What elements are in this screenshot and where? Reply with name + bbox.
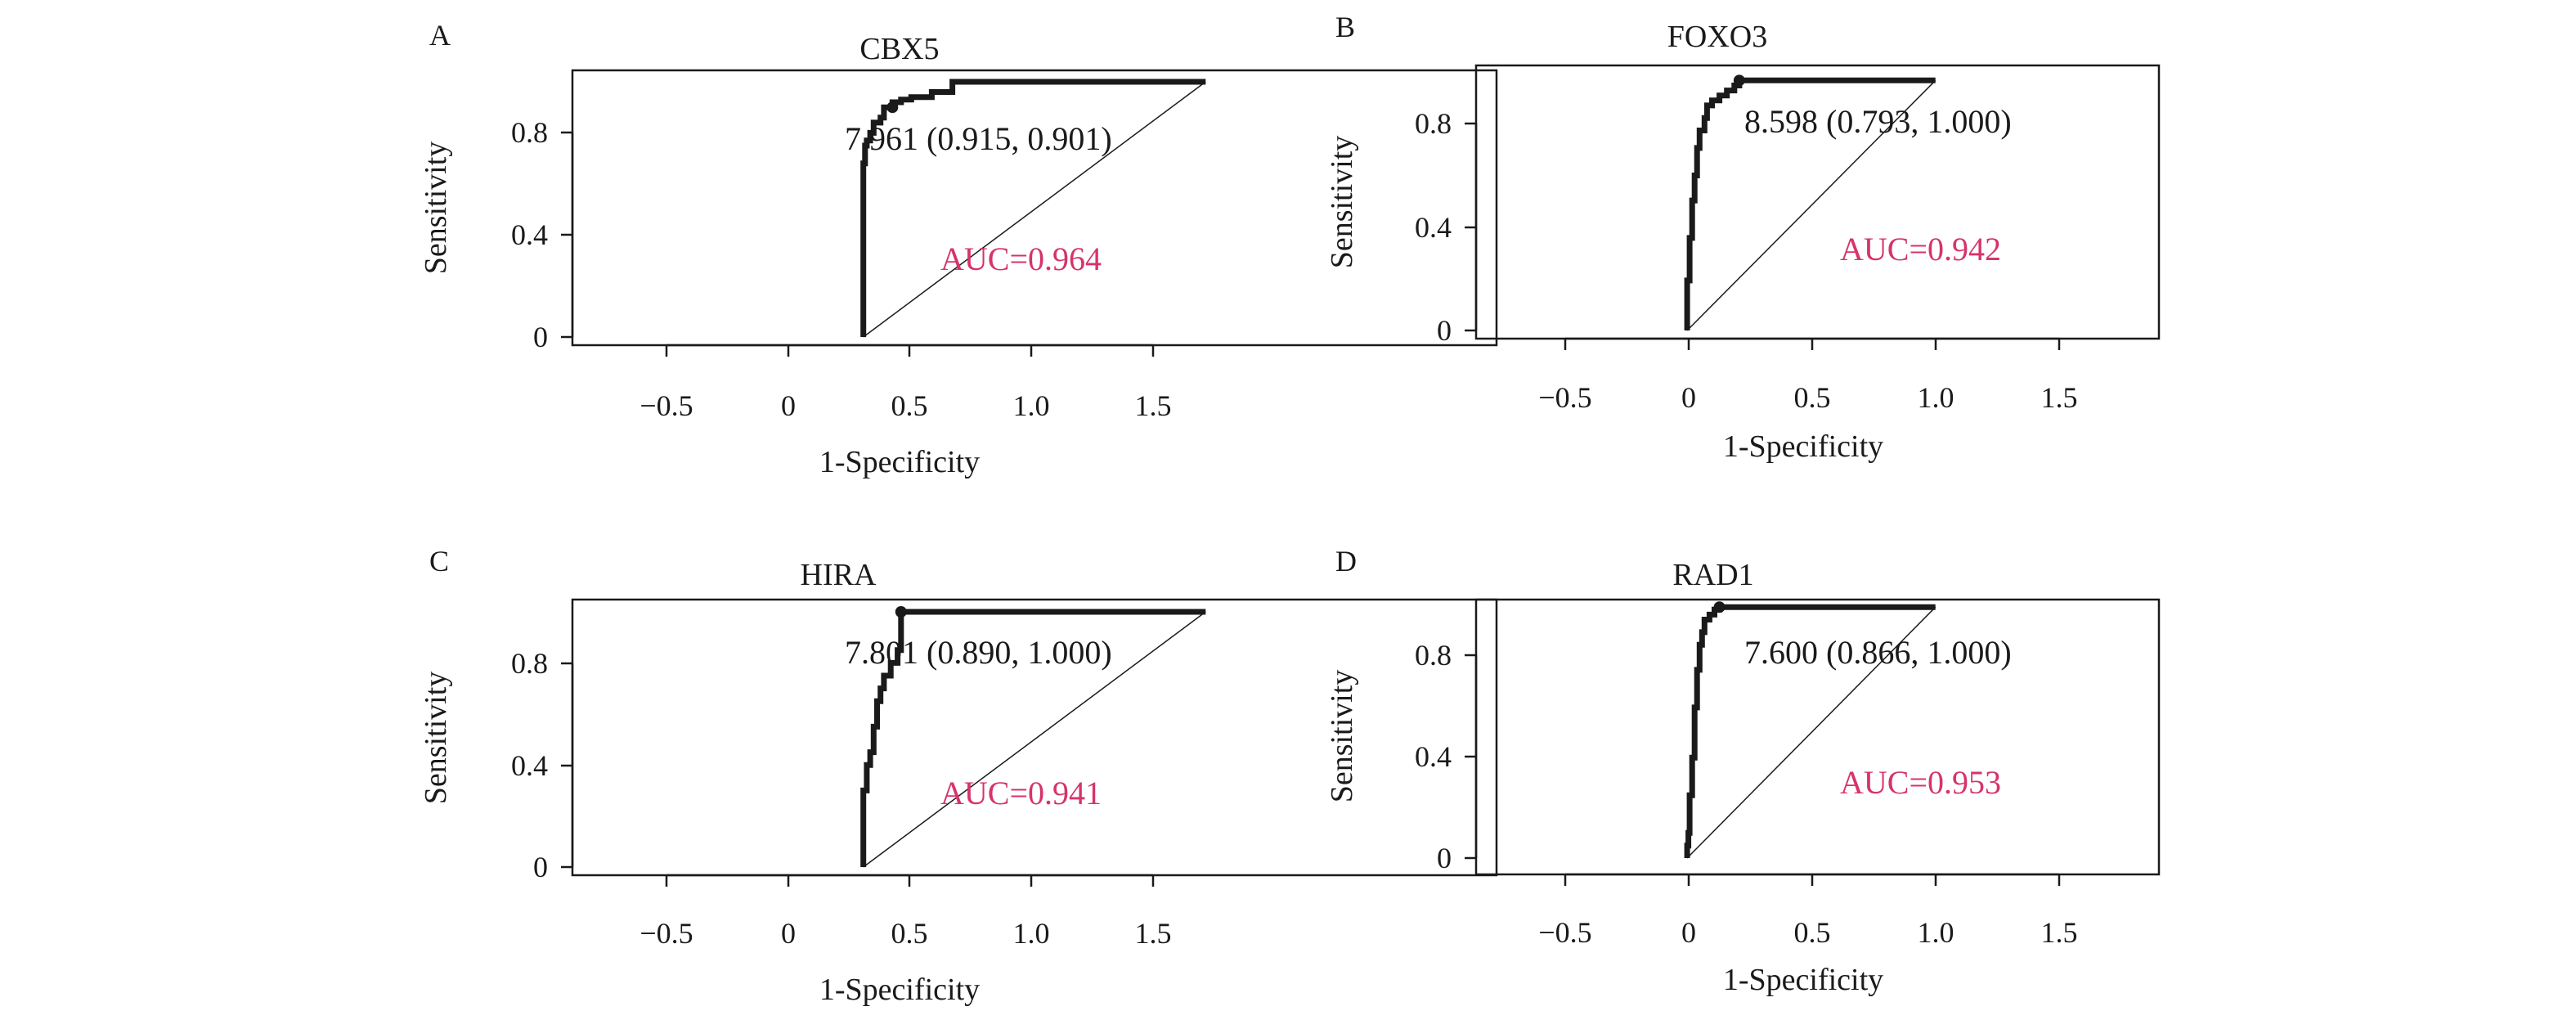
panel-c-x-tick-label-4: 1.5: [1135, 917, 1172, 950]
panel-c-y-tick-label-1: 0.4: [511, 749, 548, 782]
panel-a-x-axis: −0.5 0 0.5 1.0 1.5 1-Specificity: [640, 344, 1172, 479]
panel-c-y-axis: 0 0.4 0.8 Sensitivity: [419, 647, 574, 883]
panel-c-x-tick-label-1: 0: [781, 917, 796, 950]
panel-d-threshold-label: 7.600 (0.866, 1.000): [1744, 634, 2012, 671]
panel-a-diagonal: [863, 81, 1206, 338]
panel-c-y-axis-label: Sensitivity: [419, 672, 453, 805]
panel-c: C HIRA 7.801 (0.890, 1.000) AUC=0.941 0 …: [419, 545, 1498, 1007]
panel-a-y-tick-label-2: 0.8: [511, 116, 548, 149]
panel-d: D RAD1 7.600 (0.866, 1.000) AUC=0.953 0 …: [1325, 545, 2161, 997]
panel-d-threshold-point: [1713, 601, 1726, 613]
panel-d-x-tick-label-2: 0.5: [1794, 916, 1831, 949]
panel-b-threshold-point: [1733, 74, 1745, 87]
panel-a-threshold-point: [886, 101, 899, 114]
panel-b-x-axis-label: 1-Specificity: [1723, 429, 1883, 464]
panel-b-auc-label: AUC=0.942: [1840, 231, 2001, 267]
panel-d-y-tick-label-0: 0: [1437, 842, 1452, 874]
panel-c-y-tick-label-0: 0: [533, 851, 548, 883]
panel-b-y-axis: 0 0.4 0.8 Sensitivity: [1325, 107, 1478, 347]
panel-c-auc-label: AUC=0.941: [940, 775, 1102, 811]
panel-a-y-tick-label-0: 0: [533, 321, 548, 353]
panel-d-x-tick-label-3: 1.0: [1918, 916, 1954, 949]
panel-a-x-tick-label-1: 0: [781, 389, 796, 422]
panel-b-x-tick-label-4: 1.5: [2041, 381, 2078, 414]
panel-d-y-tick-label-1: 0.4: [1415, 740, 1452, 773]
panel-b-x-axis: −0.5 0 0.5 1.0 1.5 1-Specificity: [1538, 337, 2078, 464]
panel-a: A CBX5 7.961 (0.915, 0.901) AUC=0.964 0 …: [419, 19, 1498, 479]
panel-b-x-tick-label-0: −0.5: [1538, 381, 1591, 414]
panel-b-x-tick-label-3: 1.0: [1918, 381, 1954, 414]
panel-b-y-tick-label-2: 0.8: [1415, 107, 1452, 140]
panel-a-letter: A: [429, 19, 451, 52]
panel-c-x-tick-label-0: −0.5: [640, 917, 693, 950]
panel-a-x-tick-label-2: 0.5: [891, 389, 928, 422]
panel-c-x-axis: −0.5 0 0.5 1.0 1.5 1-Specificity: [640, 874, 1172, 1007]
panel-a-x-tick-label-3: 1.0: [1013, 389, 1050, 422]
panel-d-x-tick-label-1: 0: [1681, 916, 1696, 949]
panel-a-y-axis-label: Sensitivity: [419, 142, 453, 275]
panel-a-roc-curve: [860, 79, 1206, 337]
panel-a-y-axis: 0 0.4 0.8 Sensitivity: [419, 116, 574, 353]
panel-c-roc-curve: [860, 609, 1206, 867]
panel-c-x-tick-label-3: 1.0: [1013, 917, 1050, 950]
panel-b-diagonal: [1686, 79, 1936, 331]
panel-c-x-tick-label-2: 0.5: [891, 917, 928, 950]
panel-a-y-tick-label-1: 0.4: [511, 218, 548, 251]
panel-b: B FOXO3 8.598 (0.793, 1.000) AUC=0.942 0…: [1325, 11, 2161, 464]
panel-b-y-tick-label-0: 0: [1437, 314, 1452, 347]
panel-c-threshold-label: 7.801 (0.890, 1.000): [845, 634, 1112, 671]
panel-c-y-tick-label-2: 0.8: [511, 647, 548, 680]
panel-c-threshold-point: [895, 606, 907, 618]
panel-c-reference-line: [863, 611, 1206, 868]
panel-d-y-tick-label-2: 0.8: [1415, 639, 1452, 672]
panel-c-diagonal: [863, 611, 1206, 868]
panel-d-x-tick-label-4: 1.5: [2041, 916, 2078, 949]
panel-c-letter: C: [429, 545, 449, 577]
panel-a-x-axis-label: 1-Specificity: [819, 445, 980, 479]
panel-a-x-tick-label-4: 1.5: [1135, 389, 1172, 422]
panel-a-auc-label: AUC=0.964: [940, 240, 1102, 277]
panel-d-y-axis: 0 0.4 0.8 Sensitivity: [1325, 639, 1478, 874]
panel-a-title: CBX5: [859, 32, 939, 66]
panel-a-threshold-label: 7.961 (0.915, 0.901): [845, 120, 1112, 157]
panel-d-roc-curve: [1684, 604, 1936, 858]
panel-d-x-tick-label-0: −0.5: [1538, 916, 1591, 949]
panel-a-reference-line: [863, 81, 1206, 338]
panel-b-threshold-label: 8.598 (0.793, 1.000): [1744, 103, 2012, 140]
panel-d-x-axis: −0.5 0 0.5 1.0 1.5 1-Specificity: [1538, 873, 2078, 997]
panel-b-y-axis-label: Sensitivity: [1325, 136, 1359, 269]
panel-b-roc-curve: [1684, 77, 1936, 330]
panel-b-x-tick-label-2: 0.5: [1794, 381, 1831, 414]
panel-d-reference-line: [1686, 606, 1936, 859]
panel-b-reference-line: [1686, 79, 1936, 331]
panel-b-y-tick-label-1: 0.4: [1415, 211, 1452, 244]
panel-b-letter: B: [1335, 11, 1355, 43]
panel-d-auc-label: AUC=0.953: [1840, 764, 2001, 801]
panel-a-x-tick-label-0: −0.5: [640, 389, 693, 422]
panel-c-title: HIRA: [801, 558, 877, 592]
panel-d-diagonal: [1686, 606, 1936, 859]
panel-d-letter: D: [1335, 545, 1357, 577]
panel-d-x-axis-label: 1-Specificity: [1723, 963, 1883, 997]
panel-b-title: FOXO3: [1667, 20, 1767, 54]
panel-c-x-axis-label: 1-Specificity: [819, 973, 980, 1007]
panel-b-x-tick-label-1: 0: [1681, 381, 1696, 414]
panel-d-y-axis-label: Sensitivity: [1325, 670, 1359, 803]
panel-d-title: RAD1: [1672, 558, 1753, 592]
